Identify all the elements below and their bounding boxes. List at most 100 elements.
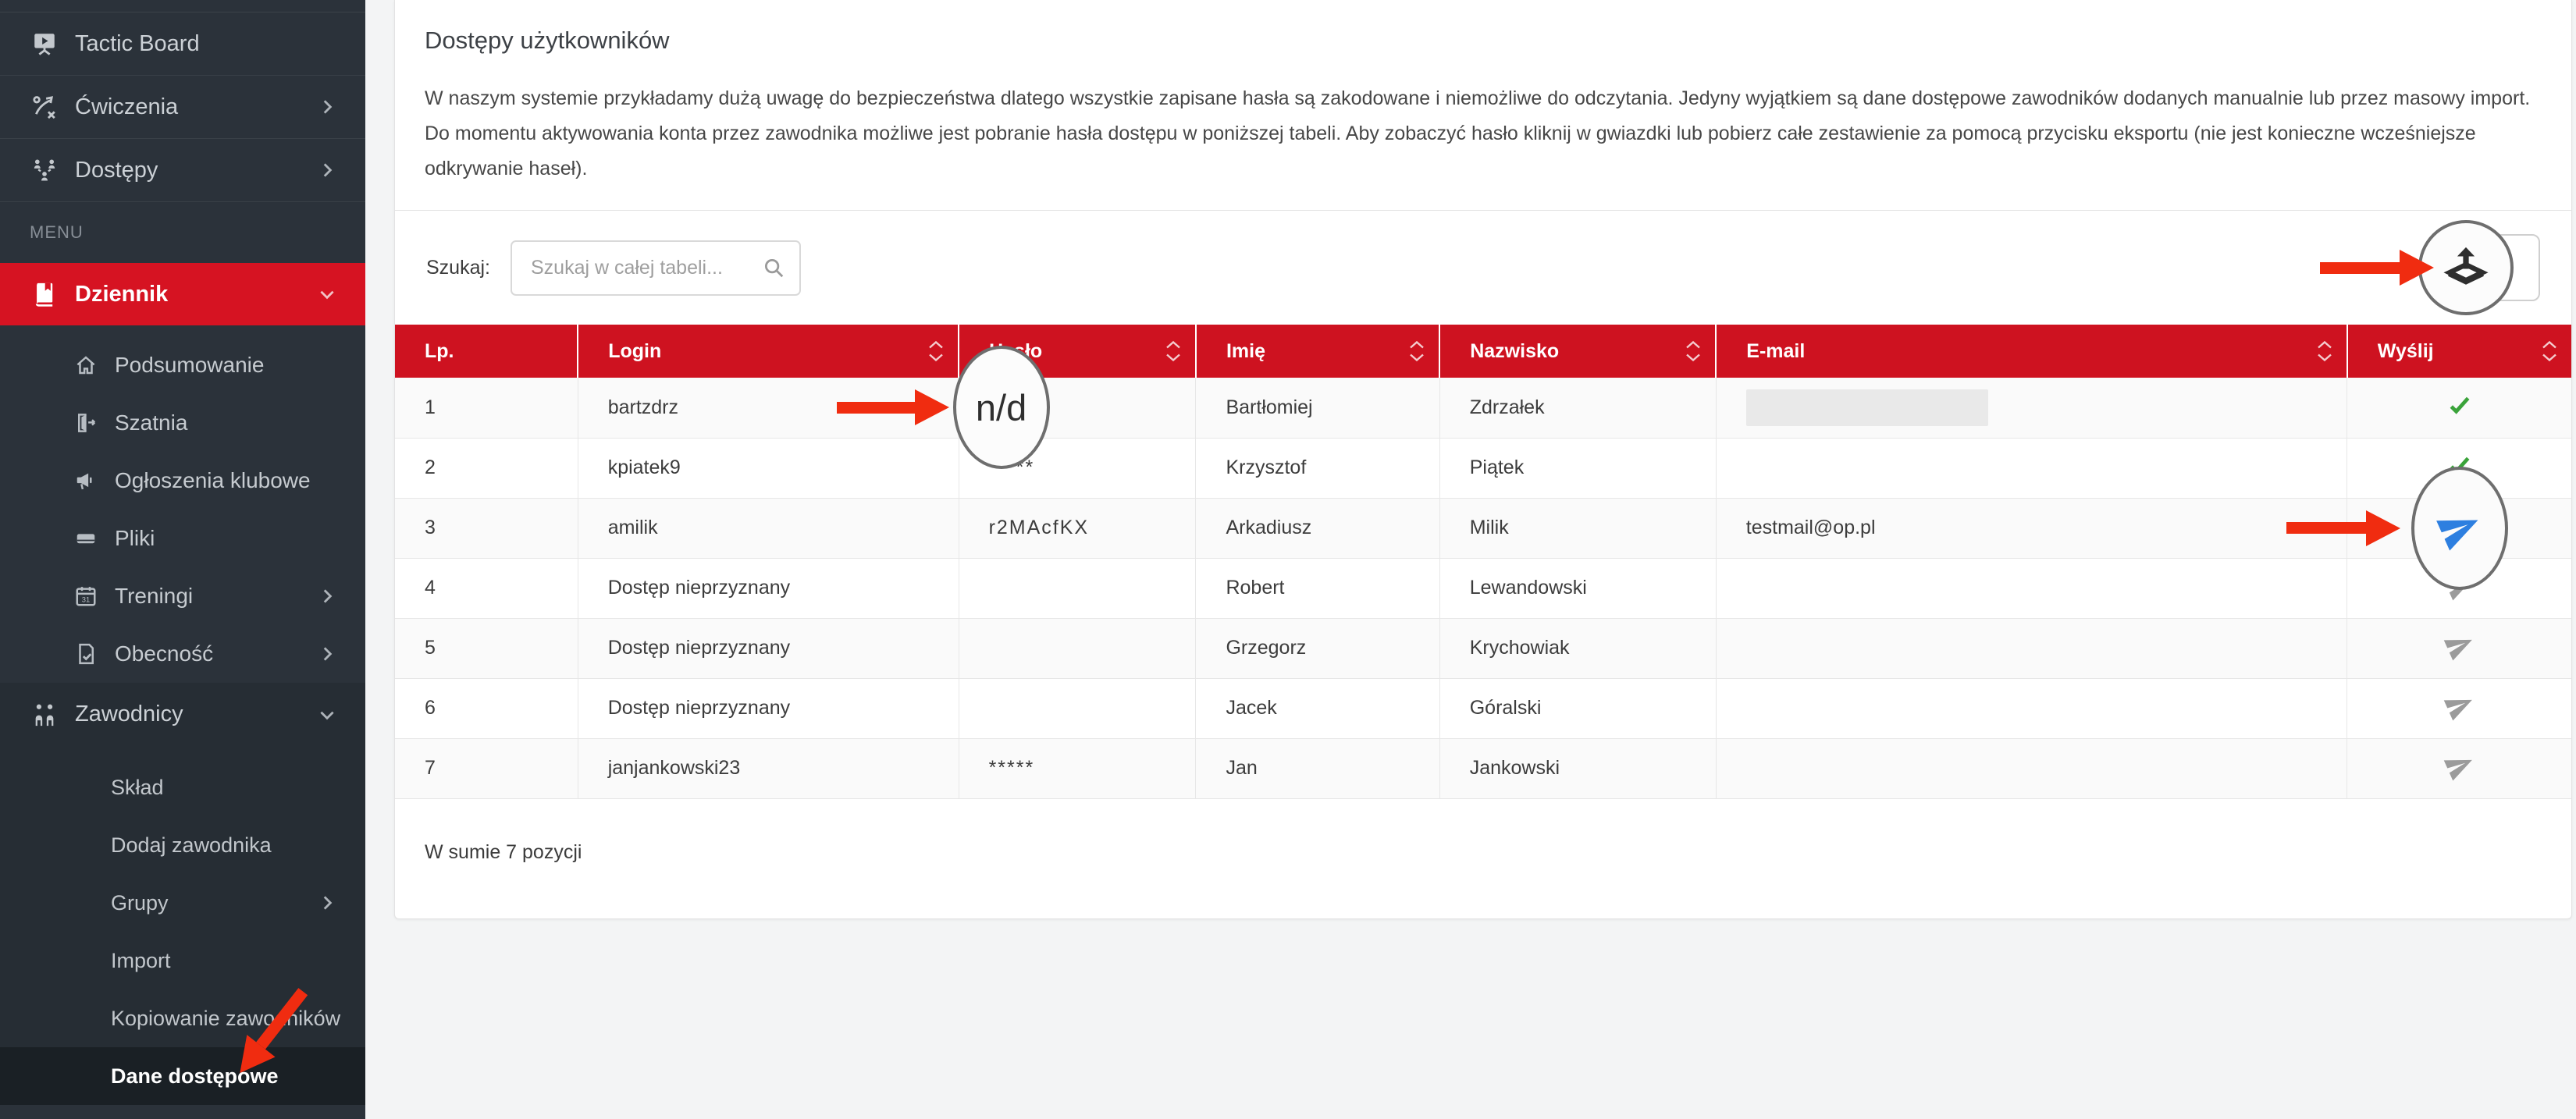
chevron-right-icon <box>317 586 337 606</box>
sidebar-menu-label: MENU <box>30 222 84 242</box>
send-icon[interactable] <box>2443 631 2475 661</box>
search-box <box>510 240 801 296</box>
sidebar-item-podsumowanie[interactable]: Podsumowanie <box>0 336 365 394</box>
sidebar-item-kopiowanie-zawodnikow[interactable]: Kopiowanie zawodników <box>111 1006 341 1030</box>
table-row: 2 kpiatek9 ***** Krzysztof Piątek <box>395 438 2571 499</box>
column-header-wyslij[interactable]: Wyślij <box>2347 325 2571 378</box>
sidebar-item-ogloszenia-klubowe[interactable]: Ogłoszenia klubowe <box>0 452 365 510</box>
cell-lastname: Lewandowski <box>1439 558 1717 619</box>
cell-login: bartzdrz <box>578 378 959 439</box>
cell-login: janjankowski23 <box>578 738 959 799</box>
export-area <box>2320 220 2540 315</box>
cell-login: amilik <box>578 498 959 559</box>
search-input[interactable] <box>510 240 801 296</box>
sort-icon <box>1409 340 1425 362</box>
cell-send <box>2347 738 2571 799</box>
sidebar-item-cwiczenia[interactable]: Ćwiczenia <box>0 76 365 139</box>
calendar-icon: 31 <box>74 582 105 610</box>
svg-text:31: 31 <box>82 596 90 604</box>
redacted-email <box>1745 389 1988 426</box>
sidebar-top-section: Tactic Board Ćwiczenia Dostępy <box>0 12 365 202</box>
cell-lp: 3 <box>395 498 578 559</box>
sidebar-item-szatnia[interactable]: Szatnia <box>0 394 365 452</box>
cell-lastname: Góralski <box>1439 678 1717 739</box>
sidebar-item-dziennik[interactable]: Dziennik <box>0 263 365 325</box>
sidebar-item-grupy[interactable]: Grupy <box>0 874 365 932</box>
cell-lastname: Milik <box>1439 498 1717 559</box>
column-header-login[interactable]: Login <box>578 325 960 378</box>
sort-icon <box>2542 340 2557 362</box>
cell-lp: 6 <box>395 678 578 739</box>
search-icon <box>762 256 785 279</box>
send-icon[interactable] <box>2435 506 2482 551</box>
sidebar-zawodnicy-section: Zawodnicy Skład Dodaj zawodnika Grupy Im… <box>0 683 365 1105</box>
sidebar-item-dane-dostepowe[interactable]: Dane dostępowe <box>0 1047 365 1105</box>
table-header-row: Lp. Login Hasło Imię Nazwisko E-mail <box>395 325 2571 378</box>
cell-lastname: Piątek <box>1439 438 1717 499</box>
sort-icon <box>1685 340 1701 362</box>
column-header-nazwisko[interactable]: Nazwisko <box>1439 325 1717 378</box>
cell-send <box>2347 678 2571 739</box>
sidebar-item-sklad[interactable]: Skład <box>111 775 164 799</box>
players-icon <box>31 701 66 729</box>
cell-login: Dostęp nieprzyznany <box>578 618 959 679</box>
table-row: 3 amilik r2MAcfKX Arkadiusz Milik testma… <box>395 466 2571 590</box>
column-header-e-mail[interactable]: E-mail <box>1716 325 2348 378</box>
sidebar: Tactic Board Ćwiczenia Dostępy MENU Dzie… <box>0 0 365 1119</box>
sidebar-zawodnicy-submenu: Skład Dodaj zawodnika Grupy Import Kopio… <box>0 746 365 1105</box>
table-controls: Szukaj: <box>395 211 2571 325</box>
table-row: 5 Dostęp nieprzyznany Grzegorz Krychowia… <box>395 618 2571 679</box>
sidebar-item-dostepy[interactable]: Dostępy <box>0 139 365 202</box>
cell-lp: 7 <box>395 738 578 799</box>
cell-password <box>959 678 1197 739</box>
cell-password <box>959 558 1197 619</box>
table-body: 1 bartzdrz n/d Bartłomiej Zdrzałek 2 kpi… <box>395 346 2571 799</box>
drive-icon <box>74 524 105 552</box>
sidebar-item-tactic-board[interactable]: Tactic Board <box>0 12 365 76</box>
send-icon[interactable] <box>2443 751 2475 781</box>
sort-icon <box>2317 340 2332 362</box>
chevron-right-icon <box>317 160 337 180</box>
cell-login: kpiatek9 <box>578 438 959 499</box>
sidebar-item-obecnosc[interactable]: Obecność <box>0 625 365 683</box>
cell-lastname: Jankowski <box>1439 738 1717 799</box>
password-value[interactable]: n/d <box>975 386 1027 428</box>
sidebar-item-dodaj-zawodnika[interactable]: Dodaj zawodnika <box>111 833 272 857</box>
cell-password: n/d <box>836 346 1197 470</box>
sidebar-dziennik-submenu: Podsumowanie Szatnia Ogłoszenia klubowe … <box>0 325 365 683</box>
sidebar-item-pliki[interactable]: Pliki <box>0 510 365 567</box>
home-icon <box>74 351 105 379</box>
cell-email <box>1716 438 2348 499</box>
presentation-icon <box>31 30 66 58</box>
table-row: 4 Dostęp nieprzyznany Robert Lewandowski <box>395 558 2571 619</box>
annotation-circle-password: n/d <box>952 346 1050 470</box>
annotation-circle-export <box>2418 220 2514 315</box>
door-exit-icon <box>74 409 105 437</box>
cell-send <box>2286 466 2571 590</box>
intro-text: W naszym systemie przykładamy dużą uwagę… <box>425 87 2531 179</box>
chevron-right-icon <box>317 893 337 913</box>
sidebar-item-zawodnicy[interactable]: Zawodnicy <box>0 683 365 746</box>
column-header-imie[interactable]: Imię <box>1195 325 1441 378</box>
book-icon <box>31 280 66 308</box>
password-value[interactable]: ***** <box>988 757 1035 779</box>
cell-lastname: Krychowiak <box>1439 618 1717 679</box>
cell-firstname: Jacek <box>1195 678 1440 739</box>
sidebar-item-import[interactable]: Import <box>111 948 171 972</box>
column-header-lp[interactable]: Lp. <box>395 325 579 378</box>
megaphone-icon <box>74 467 105 495</box>
access-users-icon <box>31 156 66 184</box>
page-title: Dostępy użytkowników <box>425 27 670 54</box>
password-value[interactable]: r2MAcfKX <box>988 517 1090 538</box>
cell-email <box>1716 678 2348 739</box>
chevron-down-icon <box>317 284 337 304</box>
content-card: Dostępy użytkowników W naszym systemie p… <box>394 0 2572 919</box>
cell-firstname: Arkadiusz <box>1195 498 1440 559</box>
cell-lastname: Zdrzałek <box>1439 378 1717 439</box>
chevron-right-icon <box>317 97 337 117</box>
send-icon[interactable] <box>2443 691 2475 721</box>
table-row: 1 bartzdrz n/d Bartłomiej Zdrzałek <box>395 346 2571 470</box>
cell-email <box>1716 378 2348 439</box>
search-label: Szukaj: <box>426 256 490 279</box>
sidebar-item-treningi[interactable]: 31 Treningi <box>0 567 365 625</box>
